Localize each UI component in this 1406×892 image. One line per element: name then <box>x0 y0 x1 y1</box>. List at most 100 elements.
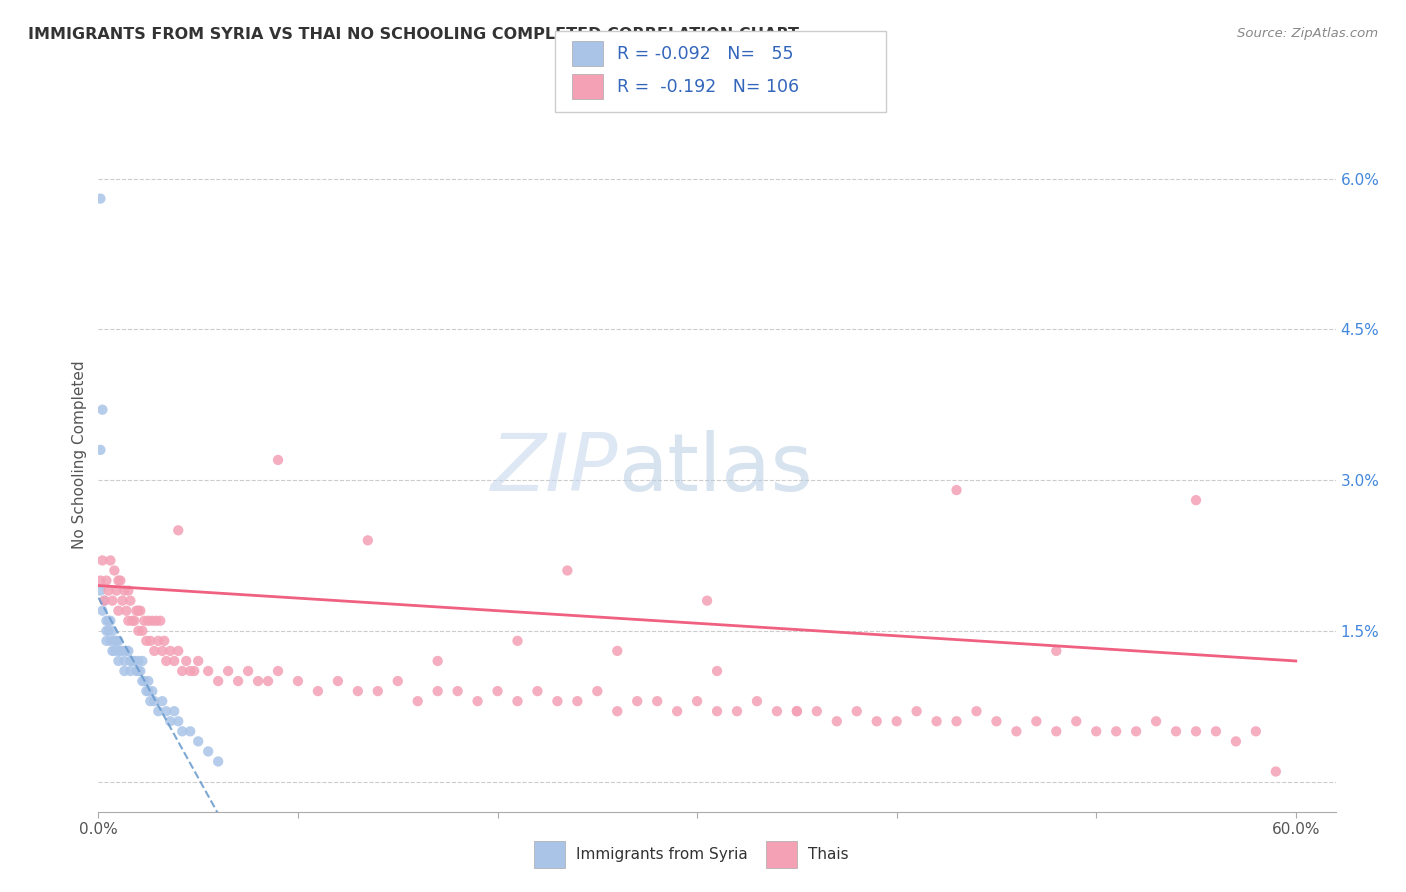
Text: R =  -0.192   N= 106: R = -0.192 N= 106 <box>617 78 800 96</box>
Point <box>357 533 380 548</box>
Point <box>207 674 229 689</box>
Point <box>945 714 967 729</box>
Point <box>125 604 148 618</box>
Point <box>506 633 529 648</box>
Point <box>806 704 828 718</box>
Point <box>645 694 668 708</box>
Point <box>179 664 201 678</box>
Point <box>845 704 868 718</box>
Point <box>139 694 162 708</box>
Point <box>111 644 134 658</box>
Point <box>89 442 111 457</box>
Point <box>786 704 808 718</box>
Point <box>526 684 548 698</box>
Point <box>127 624 149 638</box>
Point <box>127 654 149 668</box>
Point <box>236 664 259 678</box>
Point <box>183 664 205 678</box>
Point <box>150 644 173 658</box>
Point <box>766 704 789 718</box>
Point <box>786 704 808 718</box>
Point <box>148 633 170 648</box>
Point <box>925 714 948 729</box>
Point <box>129 664 152 678</box>
Point <box>167 644 190 658</box>
Point <box>886 714 908 729</box>
Text: ZIP: ZIP <box>491 430 619 508</box>
Text: IMMIGRANTS FROM SYRIA VS THAI NO SCHOOLING COMPLETED CORRELATION CHART: IMMIGRANTS FROM SYRIA VS THAI NO SCHOOLI… <box>28 27 799 42</box>
Point <box>267 453 290 467</box>
Point <box>167 714 190 729</box>
Point <box>159 644 181 658</box>
Point <box>745 694 768 708</box>
Point <box>117 614 139 628</box>
Point <box>89 583 111 598</box>
Point <box>1105 724 1128 739</box>
Point <box>91 402 114 417</box>
Text: atlas: atlas <box>619 430 813 508</box>
Point <box>107 574 129 588</box>
Point <box>696 593 718 607</box>
Point <box>127 604 149 618</box>
Point <box>1225 734 1247 748</box>
Point <box>506 694 529 708</box>
Point <box>145 614 167 628</box>
Point <box>131 654 153 668</box>
Point <box>546 694 568 708</box>
Point <box>150 694 173 708</box>
Point <box>267 664 290 678</box>
Point <box>125 664 148 678</box>
Point <box>124 654 146 668</box>
Point <box>167 524 190 538</box>
Point <box>135 684 157 698</box>
Point <box>866 714 889 729</box>
Point <box>124 614 146 628</box>
Point <box>100 553 122 567</box>
Point <box>93 593 115 607</box>
Point <box>155 704 177 718</box>
Point <box>163 704 186 718</box>
Point <box>101 593 124 607</box>
Point <box>143 694 166 708</box>
Point <box>1005 724 1028 739</box>
Point <box>89 192 111 206</box>
Point <box>97 614 120 628</box>
Point <box>96 614 118 628</box>
Point <box>606 644 628 658</box>
Point <box>115 644 138 658</box>
Point <box>141 614 163 628</box>
Point <box>1205 724 1227 739</box>
Text: Source: ZipAtlas.com: Source: ZipAtlas.com <box>1237 27 1378 40</box>
Point <box>112 583 135 598</box>
Point <box>406 694 429 708</box>
Point <box>136 614 159 628</box>
Point <box>387 674 409 689</box>
Point <box>121 614 143 628</box>
Text: Thais: Thais <box>808 847 849 862</box>
Point <box>120 593 142 607</box>
Point <box>100 633 122 648</box>
Point <box>120 664 142 678</box>
Point <box>1264 764 1286 779</box>
Point <box>446 684 468 698</box>
Point <box>89 574 111 588</box>
Point <box>101 624 124 638</box>
Point <box>347 684 370 698</box>
Point <box>129 604 152 618</box>
Point <box>121 654 143 668</box>
Point <box>197 744 219 758</box>
Point <box>111 593 134 607</box>
Point <box>91 604 114 618</box>
Point <box>134 614 156 628</box>
Point <box>1045 644 1067 658</box>
Point <box>287 674 309 689</box>
Point <box>153 633 176 648</box>
Point <box>486 684 509 698</box>
Point <box>226 674 249 689</box>
Point <box>1185 493 1208 508</box>
Point <box>112 654 135 668</box>
Point <box>159 714 181 729</box>
Point <box>1185 724 1208 739</box>
Point <box>96 633 118 648</box>
Point <box>155 654 177 668</box>
